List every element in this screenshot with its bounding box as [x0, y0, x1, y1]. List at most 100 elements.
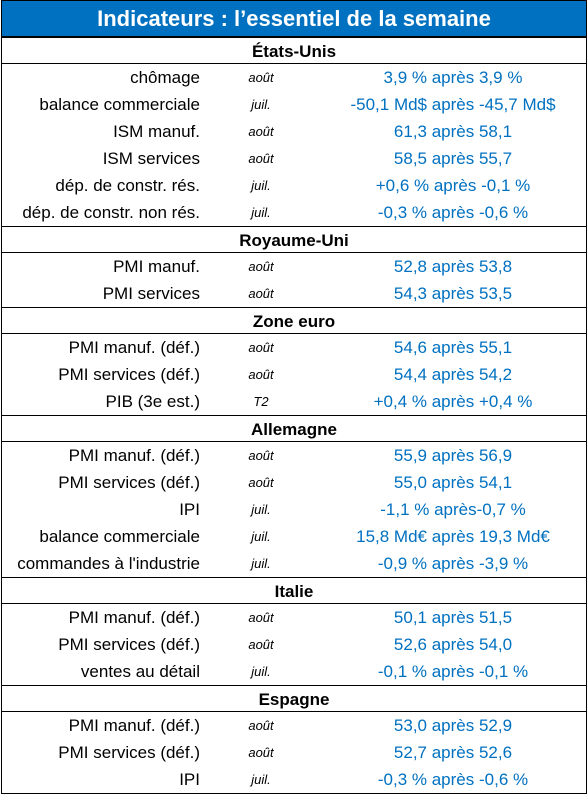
indicator-value: 3,9 % après 3,9 %	[383, 67, 523, 87]
indicator-value: 54,6 après 55,1	[393, 337, 513, 357]
indicator-period: juil.	[251, 556, 271, 571]
indicator-period: août	[248, 475, 274, 490]
section-header: États-Unis	[2, 37, 586, 64]
section-header: Zone euro	[2, 307, 586, 334]
indicator-period: août	[248, 151, 274, 166]
indicator-period: août	[248, 70, 274, 85]
table-row: PMI manuf. (déf.) août 55,9 après 56,9	[2, 442, 586, 469]
section-header: Royaume-Uni	[2, 226, 586, 253]
indicator-label: PMI services (déf.)	[58, 364, 200, 384]
table-row: IPI juil. -1,1 % après-0,7 %	[2, 496, 586, 523]
table-row: PMI manuf. août 52,8 après 53,8	[2, 253, 586, 280]
table-row: PMI services (déf.) août 52,7 après 52,6	[2, 739, 586, 766]
indicator-value: -0,3 % après -0,6 %	[377, 769, 529, 789]
table-row: PMI services (déf.) août 54,4 après 54,2	[2, 361, 586, 388]
indicator-period: août	[248, 745, 274, 760]
section: États-Unis chômage août 3,9 % après 3,9 % ba…	[1, 37, 587, 226]
table-row: balance commerciale juil. 15,8 Md€ après 1…	[2, 523, 586, 550]
indicator-value: 50,1 après 51,5	[393, 607, 513, 627]
section: Italie PMI manuf. (déf.) août 50,1 après 51…	[1, 577, 587, 685]
table-row: PMI manuf. (déf.) août 54,6 après 55,1	[2, 334, 586, 361]
indicator-period: août	[248, 610, 274, 625]
indicator-value: 54,4 après 54,2	[393, 364, 513, 384]
indicator-value: 52,6 après 54,0	[393, 634, 513, 654]
indicator-period: T2	[253, 394, 269, 409]
indicator-label: IPI	[179, 769, 200, 789]
sections-container: États-Unis chômage août 3,9 % après 3,9 % ba…	[1, 37, 587, 794]
indicator-value: +0,6 % après -0,1 %	[375, 175, 531, 195]
indicator-period: juil.	[251, 772, 271, 787]
indicator-label: PMI manuf. (déf.)	[68, 715, 200, 735]
indicator-value: 53,0 après 52,9	[393, 715, 513, 735]
indicator-period: août	[248, 367, 274, 382]
table-row: dép. de constr. non rés. juil. -0,3 % aprè…	[2, 199, 586, 226]
indicator-period: juil.	[251, 502, 271, 517]
indicator-value: 55,9 après 56,9	[393, 445, 513, 465]
table-row: balance commerciale juil. -50,1 Md$ après …	[2, 91, 586, 118]
indicator-value: 52,7 après 52,6	[393, 742, 513, 762]
indicator-period: juil.	[251, 205, 271, 220]
indicator-label: PIB (3e est.)	[105, 391, 200, 411]
section-header: Allemagne	[2, 415, 586, 442]
indicator-label: PMI manuf. (déf.)	[68, 445, 200, 465]
indicator-value: -0,3 % après -0,6 %	[377, 202, 529, 222]
table-row: PMI services (déf.) août 52,6 après 54,0	[2, 631, 586, 658]
indicator-label: PMI manuf.	[113, 256, 200, 276]
indicator-value: 55,0 après 54,1	[393, 472, 513, 492]
indicator-value: -50,1 Md$ après -45,7 Md$	[350, 94, 556, 114]
table-row: PMI manuf. (déf.) août 50,1 après 51,5	[2, 604, 586, 631]
indicator-value: 54,3 après 53,5	[393, 283, 513, 303]
indicator-period: juil.	[251, 97, 271, 112]
indicator-label: IPI	[179, 499, 200, 519]
indicator-value: +0,4 % après +0,4 %	[373, 391, 533, 411]
table-row: PMI services août 54,3 après 53,5	[2, 280, 586, 307]
indicator-label: ventes au détail	[80, 661, 200, 681]
indicator-period: août	[248, 448, 274, 463]
indicator-label: ISM manuf.	[113, 121, 200, 141]
indicator-label: PMI manuf. (déf.)	[68, 607, 200, 627]
section: Royaume-Uni PMI manuf. août 52,8 après 53,8…	[1, 226, 587, 307]
indicator-value: 58,5 après 55,7	[393, 148, 513, 168]
indicator-value: -0,9 % après -3,9 %	[377, 553, 529, 573]
section-header: Espagne	[2, 685, 586, 712]
indicator-label: PMI services (déf.)	[58, 742, 200, 762]
indicator-period: août	[248, 340, 274, 355]
indicator-period: août	[248, 286, 274, 301]
table-row: commandes à l'industrie juil. -0,9 % après…	[2, 550, 586, 577]
indicator-value: 61,3 après 58,1	[393, 121, 513, 141]
indicator-label: dép. de constr. non rés.	[22, 202, 200, 222]
indicator-label: PMI services (déf.)	[58, 634, 200, 654]
table-row: ISM services août 58,5 après 55,7	[2, 145, 586, 172]
indicator-label: balance commerciale	[39, 94, 200, 114]
indicator-label: dép. de constr. rés.	[55, 175, 200, 195]
indicator-period: août	[248, 124, 274, 139]
indicator-value: 52,8 après 53,8	[393, 256, 513, 276]
section: Espagne PMI manuf. (déf.) août 53,0 après 5…	[1, 685, 587, 794]
indicator-label: commandes à l'industrie	[17, 553, 200, 573]
indicator-label: ISM services	[102, 148, 200, 168]
table-row: dép. de constr. rés. juil. +0,6 % après -0…	[2, 172, 586, 199]
indicator-period: juil.	[251, 664, 271, 679]
indicator-label: PMI manuf. (déf.)	[68, 337, 200, 357]
section: Zone euro PMI manuf. (déf.) août 54,6 après…	[1, 307, 587, 415]
table-row: ventes au détail juil. -0,1 % après -0,1 %	[2, 658, 586, 685]
table-row: chômage août 3,9 % après 3,9 %	[2, 64, 586, 91]
table-row: PIB (3e est.) T2 +0,4 % après +0,4 %	[2, 388, 586, 415]
indicator-period: août	[248, 718, 274, 733]
indicator-value: 15,8 Md€ après 19,3 Md€	[356, 526, 550, 546]
indicator-period: août	[248, 637, 274, 652]
indicator-value: -0,1 % après -0,1 %	[377, 661, 529, 681]
indicator-period: août	[248, 259, 274, 274]
table-row: PMI manuf. (déf.) août 53,0 après 52,9	[2, 712, 586, 739]
table-row: PMI services (déf.) août 55,0 après 54,1	[2, 469, 586, 496]
table-row: ISM manuf. août 61,3 après 58,1	[2, 118, 586, 145]
indicator-label: balance commerciale	[39, 526, 200, 546]
table-row: IPI juil. -0,3 % après -0,6 %	[2, 766, 586, 793]
indicator-label: PMI services	[102, 283, 200, 303]
indicator-label: chômage	[130, 67, 200, 87]
indicator-value: -1,1 % après-0,7 %	[380, 499, 526, 519]
indicator-label: PMI services (déf.)	[58, 472, 200, 492]
indicator-period: juil.	[251, 178, 271, 193]
table-title: Indicateurs : l’essentiel de la semaine	[1, 0, 587, 37]
